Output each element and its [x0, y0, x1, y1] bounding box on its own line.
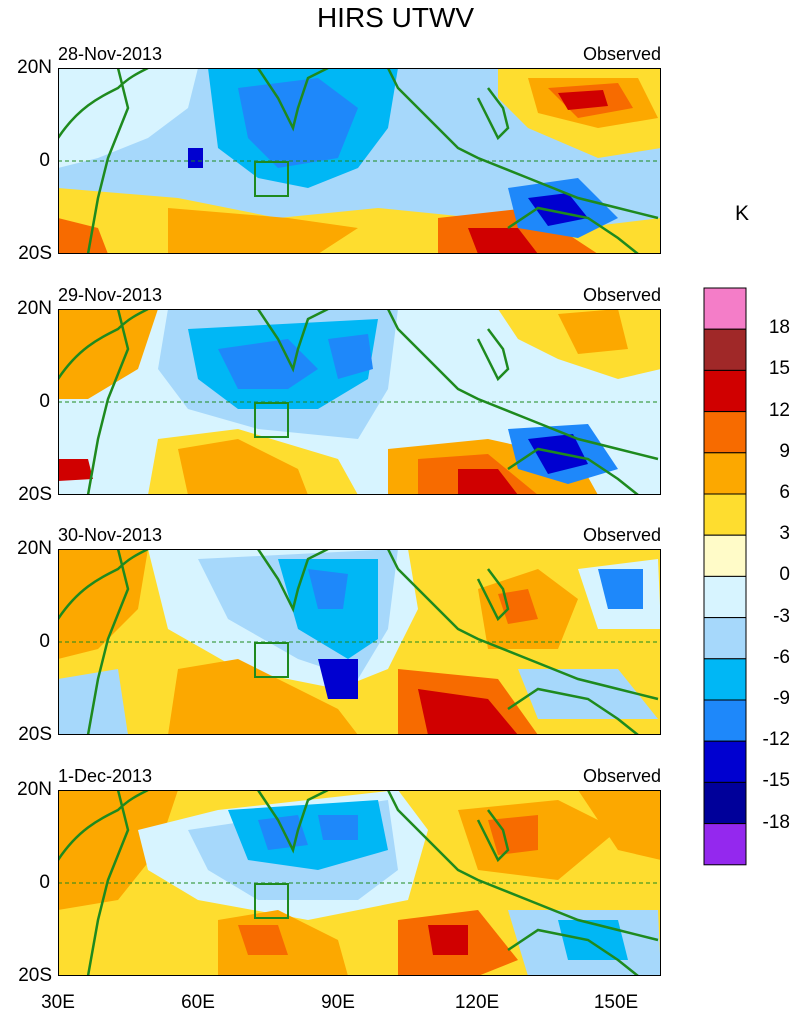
panel-frame	[58, 309, 661, 495]
panel-date: 1-Dec-2013	[58, 766, 153, 786]
panel-date: 28-Nov-2013	[58, 44, 163, 64]
colorbar-swatch	[703, 369, 747, 413]
lat-label-eq: 0	[39, 872, 50, 893]
panel-label: Observed	[582, 285, 661, 305]
lat-label-20n: 20N	[17, 779, 52, 800]
lat-label-20s: 20S	[18, 243, 52, 264]
colorbar-swatch	[703, 452, 747, 495]
coastline-overlay	[58, 68, 661, 254]
colorbar-label: -18	[762, 812, 790, 833]
lat-label-eq: 0	[39, 391, 50, 412]
colorbar-label: -15	[762, 770, 790, 791]
panel-label: Observed	[582, 525, 661, 545]
colorbar-label: 0	[779, 564, 790, 585]
field-map	[58, 68, 661, 254]
panel-frame	[58, 790, 661, 976]
colorbar-swatch	[703, 823, 747, 866]
panel-date: 30-Nov-2013	[58, 525, 163, 545]
map-panel-1: 28-Nov-2013 Observed	[58, 44, 661, 254]
colorbar-swatch	[703, 740, 747, 783]
lat-label-20n: 20N	[17, 538, 52, 559]
lat-label-20s: 20S	[18, 724, 52, 745]
map-panel-4: 1-Dec-2013 Observed	[58, 766, 661, 976]
colorbar-unit: K	[735, 202, 750, 225]
lat-label-20s: 20S	[18, 484, 52, 505]
lon-label: 150E	[593, 992, 639, 1013]
map-panel-2: 29-Nov-2013 Observed	[58, 285, 661, 495]
lon-label: 60E	[181, 992, 215, 1013]
colorbar-swatch	[703, 287, 747, 330]
coastline-overlay	[58, 309, 661, 495]
panel-frame	[58, 68, 661, 254]
colorbar-swatch	[703, 575, 747, 619]
colorbar-label: 6	[779, 482, 790, 503]
colorbar-swatch	[703, 781, 747, 825]
lat-label-eq: 0	[39, 631, 50, 652]
lon-label: 120E	[454, 992, 500, 1013]
colorbar-label: 12	[768, 400, 790, 421]
colorbar-label: -9	[773, 688, 790, 709]
colorbar-label: -6	[773, 647, 790, 668]
lat-label-20n: 20N	[17, 298, 52, 319]
lat-label-20s: 20S	[18, 965, 52, 986]
panel-label: Observed	[582, 44, 661, 64]
lat-label-eq: 0	[39, 150, 50, 171]
colorbar-swatch	[703, 617, 747, 660]
coastline-overlay	[58, 549, 661, 735]
colorbar	[703, 287, 747, 866]
map-panel-3: 30-Nov-2013 Observed	[58, 525, 661, 735]
colorbar-swatch	[703, 534, 747, 577]
coastline-overlay	[58, 790, 661, 976]
panel-frame	[58, 549, 661, 735]
lon-label: 90E	[321, 992, 355, 1013]
colorbar-swatch	[703, 658, 747, 701]
figure-title: HIRS UTWV	[316, 2, 475, 33]
colorbar-label: 18	[768, 317, 790, 338]
panel-label: Observed	[582, 766, 661, 786]
colorbar-label: 15	[768, 358, 790, 379]
field-map	[58, 309, 661, 495]
lat-label-20n: 20N	[17, 57, 52, 78]
colorbar-label: -3	[773, 606, 790, 627]
panel-date: 29-Nov-2013	[58, 285, 163, 305]
colorbar-label: 3	[779, 523, 790, 544]
colorbar-label: -12	[762, 729, 790, 750]
colorbar-swatch	[703, 699, 747, 742]
colorbar-label: 9	[779, 441, 790, 462]
lon-label: 30E	[41, 992, 75, 1013]
